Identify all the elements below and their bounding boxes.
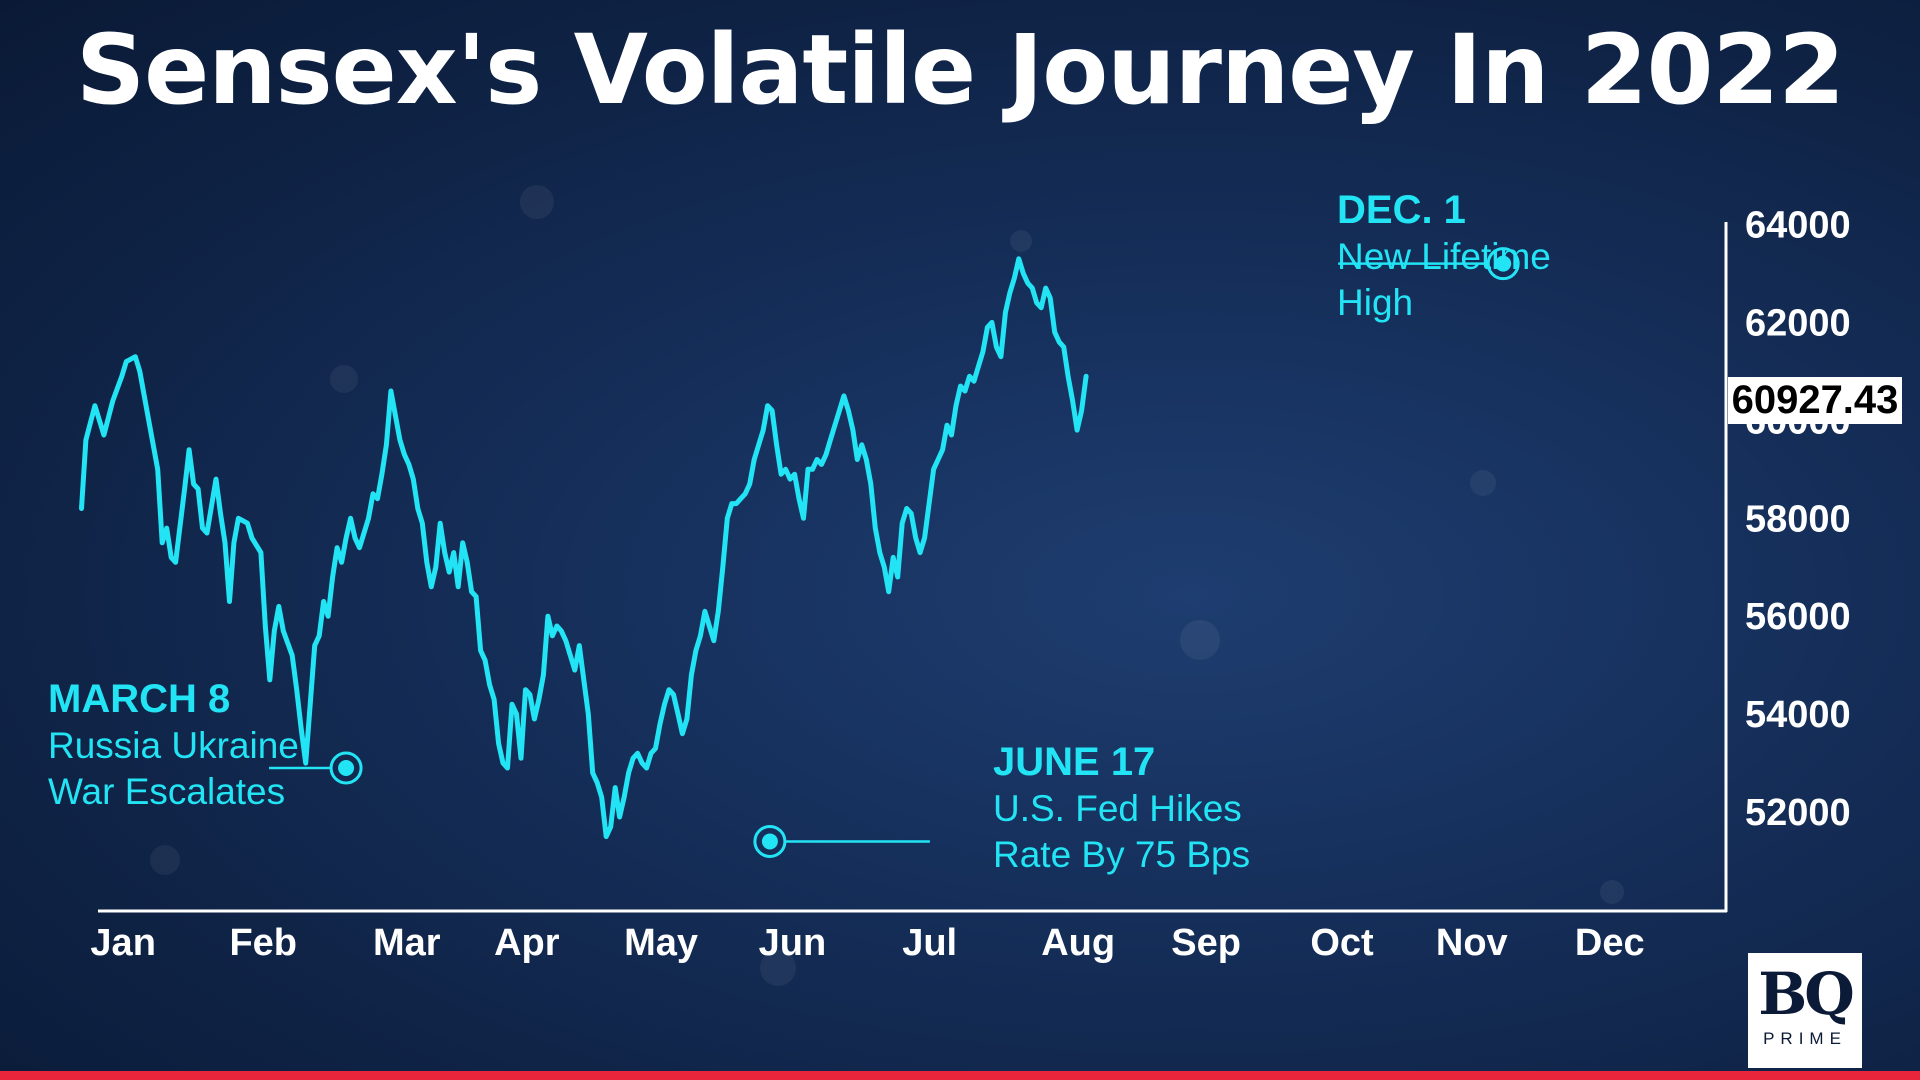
bottom-accent-bar [0, 1071, 1920, 1080]
bq-prime-logo: BQ PRIME [1748, 953, 1862, 1068]
x-tick-label: Jun [759, 922, 827, 964]
y-tick-label: 56000 [1745, 596, 1851, 638]
current-value-label: 60927.43 [1728, 377, 1902, 424]
x-tick-label: Dec [1575, 922, 1645, 964]
y-tick-label: 54000 [1745, 694, 1851, 736]
chart-title: Sensex's Volatile Journey In 2022 [75, 14, 1845, 126]
annotation-marker-dot [1495, 255, 1512, 272]
x-tick-label: Jan [90, 922, 155, 964]
x-tick-label: Oct [1310, 922, 1374, 964]
x-tick-label: Aug [1041, 922, 1115, 964]
annotation-text: Rate By 75 Bps [993, 834, 1250, 875]
annotation-marker-dot [338, 760, 355, 776]
annotation-text: Russia Ukraine [48, 725, 299, 766]
x-tick-label: Jul [902, 922, 957, 964]
annotation-text: U.S. Fed Hikes [993, 788, 1242, 829]
bokeh-dot [1470, 470, 1496, 496]
y-tick-label: 52000 [1745, 792, 1851, 834]
x-tick-label: Feb [229, 922, 297, 964]
bokeh-dot [520, 185, 554, 219]
bokeh-dot [760, 950, 796, 986]
sensex-series-line [79, 256, 1089, 840]
annotation-heading: DEC. 1 [1337, 188, 1466, 232]
bokeh-dot [330, 365, 358, 393]
x-tick-label: May [624, 922, 698, 964]
bokeh-dot [150, 845, 180, 875]
bokeh-dot [1010, 230, 1032, 252]
y-tick-label: 62000 [1745, 302, 1851, 344]
annotation-text: High [1337, 282, 1413, 323]
bokeh-dot [1600, 880, 1624, 904]
y-tick-label: 58000 [1745, 498, 1851, 540]
annotation-text: New Lifetime [1337, 236, 1551, 277]
annotation-heading: MARCH 8 [48, 677, 230, 721]
bokeh-dot [1180, 620, 1220, 660]
y-tick-label: 64000 [1745, 204, 1851, 246]
annotation-marker-dot [761, 833, 778, 850]
x-tick-label: Mar [373, 922, 441, 964]
logo-mark: BQ [1758, 960, 1855, 1028]
annotation-text: War Escalates [48, 771, 285, 812]
x-tick-label: Sep [1171, 922, 1241, 964]
annotation-heading: JUNE 17 [993, 740, 1155, 784]
x-tick-label: Nov [1436, 922, 1508, 964]
logo-sub: PRIME [1763, 1029, 1847, 1048]
x-tick-label: Apr [494, 922, 560, 964]
